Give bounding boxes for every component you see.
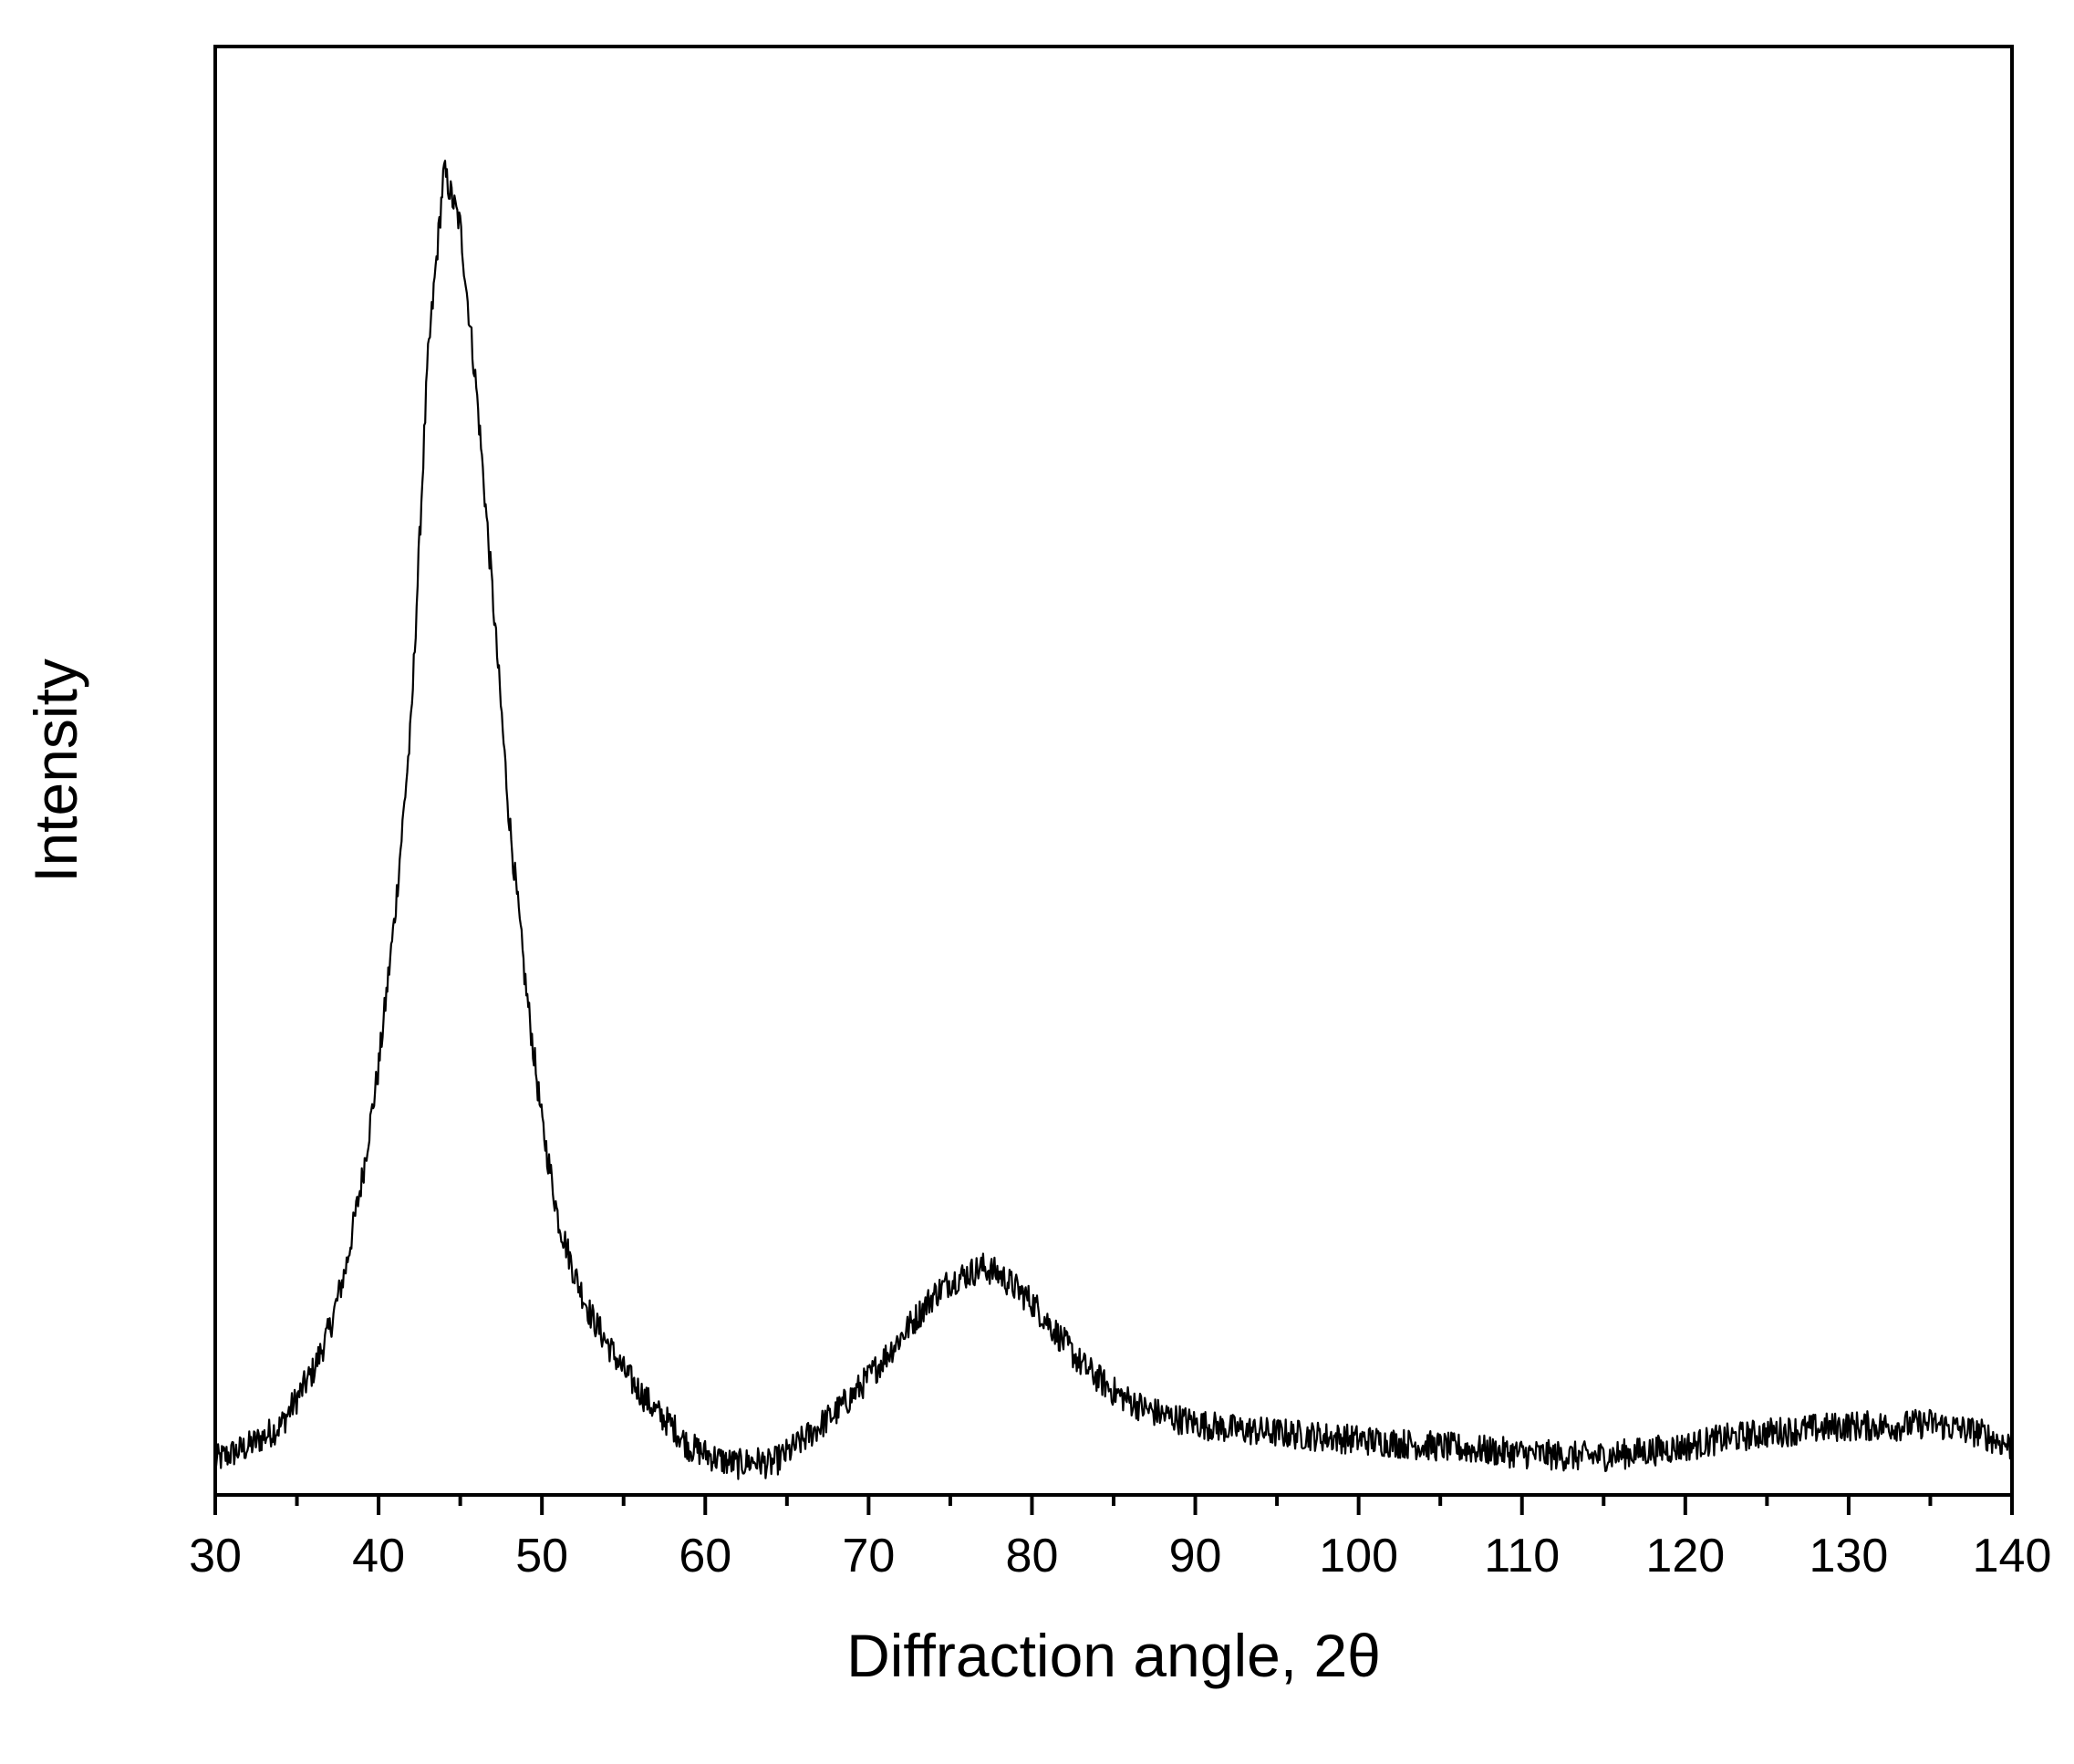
x-tick-label: 40: [352, 1530, 405, 1582]
x-tick-label: 90: [1169, 1530, 1222, 1582]
x-tick-label: 80: [1006, 1530, 1059, 1582]
x-tick-label: 60: [679, 1530, 731, 1582]
x-tick-label: 50: [515, 1530, 568, 1582]
x-tick-label: 100: [1319, 1530, 1398, 1582]
x-tick-label: 130: [1810, 1530, 1889, 1582]
plot-area: [213, 160, 2014, 1480]
x-tick-label: 120: [1645, 1530, 1725, 1582]
x-axis-tick-labels: 30 40 50 60 70 80 90 100 110 120 130 140: [189, 1530, 2051, 1582]
x-axis-title: Diffraction angle, 2θ: [846, 1622, 1381, 1689]
x-tick-label: 140: [1973, 1530, 2052, 1582]
intensity-series-line: [213, 160, 2014, 1480]
x-tick-label: 70: [842, 1530, 895, 1582]
y-axis-title: Intensity: [22, 659, 89, 883]
x-tick-label: 30: [189, 1530, 242, 1582]
x-axis-ticks: [213, 1495, 2014, 1515]
x-tick-label: 110: [1484, 1530, 1560, 1582]
